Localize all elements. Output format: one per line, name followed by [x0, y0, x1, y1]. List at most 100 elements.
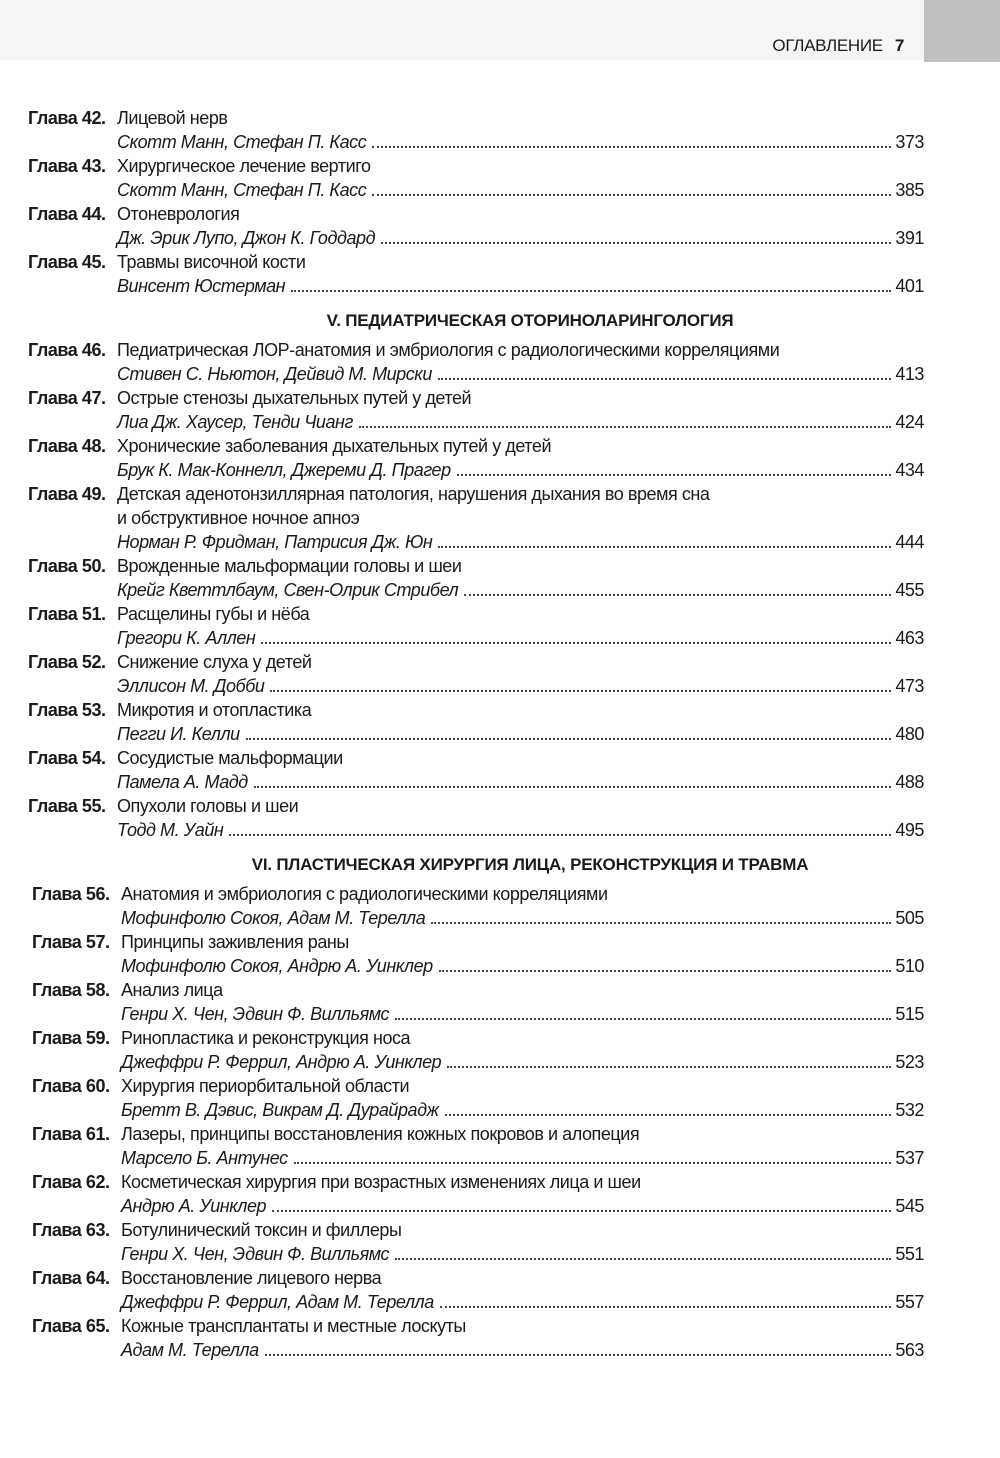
- page-corner-tab: [924, 0, 1000, 62]
- chapter-authors: Мофинфолю Сокоя, Адам М. Терелла: [121, 908, 426, 928]
- chapter-title: Косметическая хирургия при возрастных из…: [121, 1172, 641, 1192]
- page-number: 7: [894, 36, 904, 55]
- chapter-title-line: Глава 61. Лазеры, принципы восстановления…: [0, 1122, 1000, 1146]
- chapter-page: 385: [895, 180, 924, 200]
- chapter-label: Глава 55.: [28, 796, 106, 816]
- chapter-title: и обструктивное ночное апноэ: [117, 508, 360, 528]
- chapter-authors: Лиа Дж. Хаусер, Тенди Чианг: [117, 412, 353, 432]
- chapter-title: Педиатрическая ЛОР-анатомия и эмбриологи…: [117, 340, 780, 360]
- chapter-title-line: Глава 53. Микротия и отопластика: [0, 698, 1000, 722]
- authors-line: Брук К. Мак-Коннелл, Джереми Д. Прагер 43…: [0, 458, 1000, 482]
- chapter-title: Детская аденотонзиллярная патология, нар…: [117, 484, 710, 504]
- chapter-title-line: Глава 46. Педиатрическая ЛОР-анатомия и э…: [0, 338, 1000, 362]
- authors-line: Эллисон М. Добби 473: [0, 674, 1000, 698]
- dot-leader: [447, 1050, 892, 1068]
- chapter-page: 488: [895, 772, 924, 792]
- chapter-title-line: Глава 50. Врожденные мальформации головы …: [0, 554, 1000, 578]
- toc-entry: Глава 60. Хирургия периорбитальной област…: [0, 1074, 1000, 1122]
- chapter-title-line: Глава 64. Восстановление лицевого нерва: [0, 1266, 1000, 1290]
- toc-entry: Глава 58. Анализ лица Генри Х. Чен, Эдвин …: [0, 978, 1000, 1026]
- authors-line: Генри Х. Чен, Эдвин Ф. Вилльямс 515: [0, 1002, 1000, 1026]
- toc-entry: Глава 56. Анатомия и эмбриология с радиол…: [0, 882, 1000, 930]
- authors-line: Памела А. Мадд 488: [0, 770, 1000, 794]
- section-heading: VI. ПЛАСТИЧЕСКАЯ ХИРУРГИЯ ЛИЦА, РЕКОНСТР…: [251, 855, 809, 874]
- chapter-label: Глава 49.: [28, 484, 106, 504]
- table-of-contents: Глава 42. Лицевой нерв Скотт Манн, Стефан …: [0, 106, 1000, 1362]
- chapter-label: Глава 54.: [28, 748, 106, 768]
- chapter-title: Расщелины губы и нёба: [117, 604, 310, 624]
- chapter-label: Глава 51.: [28, 604, 106, 624]
- chapter-page: 551: [895, 1244, 924, 1264]
- chapter-authors: Эллисон М. Добби: [117, 676, 265, 696]
- toc-entry: Глава 49. Детская аденотонзиллярная патол…: [0, 482, 1000, 554]
- chapter-authors: Бретт В. Дэвис, Викрам Д. Дурайрадж: [121, 1100, 439, 1120]
- chapter-label: Глава 46.: [28, 340, 106, 360]
- toc-entry: Глава 63. Ботулинический токсин и филлеры…: [0, 1218, 1000, 1266]
- chapter-authors: Генри Х. Чен, Эдвин Ф. Вилльямс: [121, 1244, 390, 1264]
- chapter-authors: Андрю А. Уинклер: [121, 1196, 267, 1216]
- chapter-title: Острые стенозы дыхательных путей у детей: [117, 388, 472, 408]
- chapter-title-line: Глава 52. Снижение слуха у детей: [0, 650, 1000, 674]
- chapter-label: Глава 44.: [28, 204, 106, 224]
- authors-line: Джеффри Р. Феррил, Адам М. Терелла 557: [0, 1290, 1000, 1314]
- chapter-page: 473: [895, 676, 924, 696]
- chapter-label: Глава 57.: [32, 932, 110, 952]
- chapter-label: Глава 43.: [28, 156, 106, 176]
- chapter-label: Глава 45.: [28, 252, 106, 272]
- toc-entry: Глава 48. Хронические заболевания дыхател…: [0, 434, 1000, 482]
- chapter-title-line: Глава 43. Хирургическое лечение вертиго: [0, 154, 1000, 178]
- dot-leader: [456, 458, 892, 476]
- dot-leader: [291, 274, 892, 292]
- chapter-title: Хирургическое лечение вертиго: [117, 156, 371, 176]
- chapter-title-line: Глава 56. Анатомия и эмбриология с радиол…: [0, 882, 1000, 906]
- chapter-title-line: Глава 65. Кожные трансплантаты и местные …: [0, 1314, 1000, 1338]
- authors-line: Дж. Эрик Лупо, Джон К. Годдард 391: [0, 226, 1000, 250]
- chapter-authors: Памела А. Мадд: [117, 772, 248, 792]
- chapter-page: 455: [895, 580, 924, 600]
- authors-line: Грегори К. Аллен 463: [0, 626, 1000, 650]
- chapter-authors: Крейг Кветтлбаум, Свен-Олрик Стрибел: [117, 580, 459, 600]
- chapter-page: 545: [895, 1196, 924, 1216]
- toc-entry: Глава 53. Микротия и отопластика Пегги И. …: [0, 698, 1000, 746]
- chapter-page: 563: [895, 1340, 924, 1360]
- chapter-authors: Джеффри Р. Феррил, Адам М. Терелла: [121, 1292, 434, 1312]
- chapter-page: 480: [895, 724, 924, 744]
- dot-leader: [381, 226, 892, 244]
- chapter-page: 391: [895, 228, 924, 248]
- dot-leader: [372, 130, 892, 148]
- chapter-authors: Скотт Манн, Стефан П. Касс: [117, 180, 367, 200]
- chapter-page: 373: [895, 132, 924, 152]
- authors-line: Бретт В. Дэвис, Викрам Д. Дурайрадж 532: [0, 1098, 1000, 1122]
- chapter-label: Глава 59.: [32, 1028, 110, 1048]
- chapter-label: Глава 42.: [28, 108, 106, 128]
- chapter-title: Анализ лица: [121, 980, 223, 1000]
- authors-line: Джеффри Р. Феррил, Андрю А. Уинклер 523: [0, 1050, 1000, 1074]
- authors-line: Мофинфолю Сокоя, Андрю А. Уинклер 510: [0, 954, 1000, 978]
- dot-leader: [431, 906, 892, 924]
- page-top-band: [0, 0, 1000, 60]
- chapter-title: Ботулинический токсин и филлеры: [121, 1220, 402, 1240]
- toc-entry: Глава 52. Снижение слуха у детей Эллисон М…: [0, 650, 1000, 698]
- chapter-page: 557: [895, 1292, 924, 1312]
- toc-section: VI. ПЛАСТИЧЕСКАЯ ХИРУРГИЯ ЛИЦА, РЕКОНСТР…: [0, 850, 1000, 1362]
- dot-leader: [395, 1242, 892, 1260]
- chapter-title: Сосудистые мальформации: [117, 748, 343, 768]
- chapter-label: [0, 506, 117, 530]
- chapter-title: Микротия и отопластика: [117, 700, 312, 720]
- chapter-title: Врожденные мальформации головы и шеи: [117, 556, 462, 576]
- toc-entry: Глава 55. Опухоли головы и шеи Тодд М. Уай…: [0, 794, 1000, 842]
- chapter-title-line: Глава 49. Детская аденотонзиллярная патол…: [0, 482, 1000, 506]
- toc-entry: Глава 62. Косметическая хирургия при возр…: [0, 1170, 1000, 1218]
- chapter-label: Глава 50.: [28, 556, 106, 576]
- chapter-title: Кожные трансплантаты и местные лоскуты: [121, 1316, 466, 1336]
- chapter-label: Глава 47.: [28, 388, 106, 408]
- chapter-title: Снижение слуха у детей: [117, 652, 312, 672]
- dot-leader: [245, 722, 892, 740]
- toc-entry: Глава 59. Ринопластика и реконструкция но…: [0, 1026, 1000, 1074]
- section-heading: V. ПЕДИАТРИЧЕСКАЯ ОТОРИНОЛАРИНГОЛОГИЯ: [326, 311, 734, 330]
- toc-entry: Глава 57. Принципы заживления раны Мофинфо…: [0, 930, 1000, 978]
- chapter-authors: Стивен С. Ньютон, Дейвид М. Мирски: [117, 364, 432, 384]
- chapter-page: 444: [895, 532, 924, 552]
- authors-line: Норман Р. Фридман, Патрисия Дж. Юн 444: [0, 530, 1000, 554]
- chapter-title-line: Глава 59. Ринопластика и реконструкция но…: [0, 1026, 1000, 1050]
